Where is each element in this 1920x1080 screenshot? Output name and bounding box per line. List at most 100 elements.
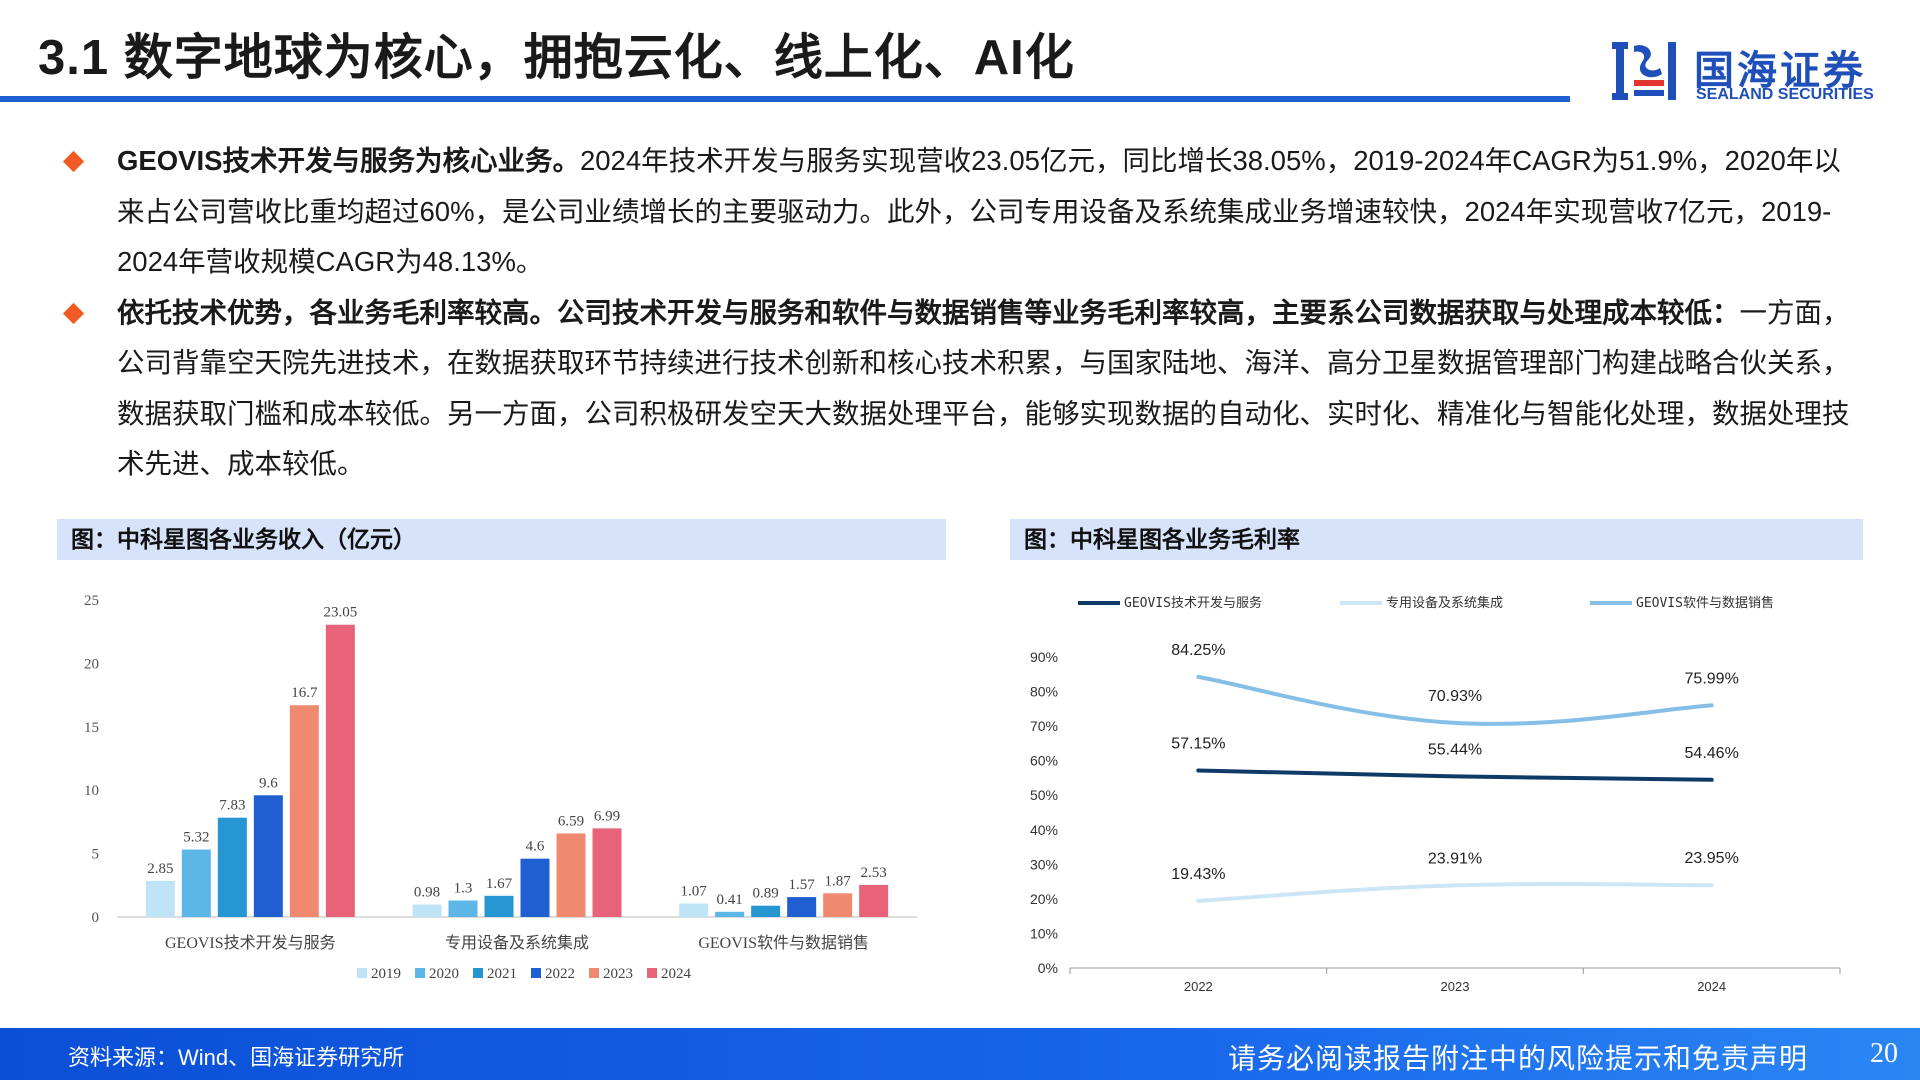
y-tick-label: 30% (1030, 856, 1058, 872)
legend-swatch (531, 968, 541, 978)
bullet-item: GEOVIS技术开发与服务为核心业务。2024年技术开发与服务实现营收23.05… (62, 136, 1866, 288)
legend-swatch (415, 968, 425, 978)
data-label: 84.25% (1171, 642, 1225, 659)
page-number: 20 (1870, 1038, 1898, 1069)
legend-label: 2023 (603, 966, 633, 982)
company-logo: 国海证券 SEALAND SECURITIES (1612, 38, 1882, 108)
y-tick-label: 90% (1030, 649, 1058, 665)
bar (484, 895, 514, 917)
margin-chart-title: 图：中科星图各业务毛利率 (1010, 519, 1863, 560)
bar (592, 828, 622, 917)
legend-label: GEOVIS技术开发与服务 (1124, 595, 1262, 611)
y-tick-label: 25 (84, 593, 99, 609)
x-tick-label: GEOVIS技术开发与服务 (165, 934, 336, 952)
revenue-chart-title: 图：中科星图各业务收入（亿元） (57, 519, 946, 560)
logo-english-name: SEALAND SECURITIES (1696, 86, 1874, 103)
source-note: 资料来源：Wind、国海证券研究所 (68, 1045, 405, 1070)
logo-chinese-name: 国海证券 (1694, 49, 1866, 93)
y-tick-label: 10 (84, 783, 99, 799)
data-label: 23.95% (1685, 850, 1739, 867)
disclaimer-text: 请务必阅读报告附注中的风险提示和免责声明 (1228, 1043, 1809, 1074)
bar (145, 880, 175, 917)
series-line (1196, 674, 1714, 726)
bullet-lead: 依托技术优势，各业务毛利率较高。公司技术开发与服务和软件与数据销售等业务毛利率较… (117, 296, 1740, 328)
y-tick-label: 20% (1030, 891, 1058, 907)
data-label: 0.89 (753, 886, 779, 902)
data-label: 0.98 (414, 885, 440, 901)
data-label: 54.46% (1685, 745, 1739, 762)
title-underline (0, 96, 1570, 102)
bar (217, 817, 247, 917)
series-line (1196, 881, 1714, 903)
data-label: 4.6 (526, 839, 545, 855)
legend-label: GEOVIS软件与数据销售 (1636, 595, 1774, 611)
bullet-item: 依托技术优势，各业务毛利率较高。公司技术开发与服务和软件与数据销售等业务毛利率较… (62, 288, 1866, 490)
legend-label: 2021 (487, 966, 517, 982)
data-label: 23.05 (323, 605, 357, 621)
bar (253, 795, 283, 917)
y-tick-label: 50% (1030, 787, 1058, 803)
sealand-logo-icon (1612, 42, 1676, 100)
data-label: 23.91% (1428, 850, 1482, 867)
bar (181, 849, 211, 917)
diamond-bullet-icon (62, 150, 85, 173)
bar (520, 858, 550, 917)
bar (787, 897, 817, 917)
bar (679, 903, 709, 917)
legend-swatch (589, 968, 599, 978)
bar (412, 904, 442, 917)
legend-label: 2019 (371, 966, 401, 982)
y-tick-label: 15 (84, 720, 99, 736)
legend-swatch (647, 968, 657, 978)
data-label: 75.99% (1685, 670, 1739, 687)
data-label: 6.99 (594, 808, 620, 824)
y-tick-label: 20 (84, 656, 99, 672)
bar (325, 624, 355, 917)
bar (448, 900, 478, 917)
data-label: 1.67 (486, 876, 513, 892)
bar (751, 905, 781, 917)
y-tick-label: 10% (1030, 925, 1058, 941)
x-tick-label: 2024 (1697, 979, 1726, 994)
y-tick-label: 5 (92, 847, 100, 863)
data-label: 9.6 (259, 775, 278, 791)
y-tick-label: 0 (92, 910, 100, 926)
data-label: 7.83 (219, 798, 245, 814)
data-label: 57.15% (1171, 736, 1225, 753)
legend-swatch (357, 968, 367, 978)
diamond-bullet-icon (62, 302, 85, 324)
data-label: 1.57 (789, 877, 816, 893)
data-label: 19.43% (1171, 866, 1225, 883)
data-label: 6.59 (558, 813, 584, 829)
data-label: 55.44% (1428, 741, 1482, 758)
bullet-lead: GEOVIS技术开发与服务为核心业务。 (117, 145, 580, 176)
y-tick-label: 80% (1030, 684, 1058, 700)
y-tick-label: 0% (1038, 960, 1058, 976)
y-tick-label: 40% (1030, 822, 1058, 838)
bar (556, 833, 586, 917)
series-line (1196, 768, 1714, 782)
y-tick-label: 60% (1030, 753, 1058, 769)
data-label: 0.41 (717, 892, 743, 908)
legend-label: 2020 (429, 966, 459, 982)
data-label: 2.85 (147, 861, 173, 877)
x-tick-label: GEOVIS软件与数据销售 (698, 934, 869, 952)
revenue-bar-chart: 0 5 10 15 20 25 2.85 5.32 7.83 9.6 16.7 23.05 GEOVIS… (84, 593, 917, 982)
bullet-text: 一方面，公司背靠空天院先进技术，在数据获取环节持续进行技术创新和核心技术积累，与… (117, 296, 1850, 480)
summary-bullets: GEOVIS技术开发与服务为核心业务。2024年技术开发与服务实现营收23.05… (62, 136, 1866, 490)
footer-bar: 资料来源：Wind、国海证券研究所 请务必阅读报告附注中的风险提示和免责声明 2… (0, 1028, 1920, 1080)
data-label: 1.87 (825, 873, 852, 889)
bullet-text: 2024年技术开发与服务实现营收23.05亿元，同比增长38.05%，2019-… (117, 145, 1841, 277)
bar (715, 911, 745, 917)
bar (859, 884, 889, 917)
legend-label: 2022 (545, 966, 575, 982)
bar (289, 705, 319, 917)
data-label: 2.53 (861, 865, 887, 881)
legend-label: 专用设备及系统集成 (1386, 595, 1503, 611)
data-label: 1.07 (681, 883, 708, 899)
page-title: 3.1 数字地球为核心，拥抱云化、线上化、AI化 (38, 31, 1075, 85)
y-tick-label: 70% (1030, 718, 1058, 734)
data-label: 1.3 (454, 881, 473, 897)
data-label: 16.7 (291, 685, 318, 701)
data-label: 5.32 (183, 830, 209, 846)
